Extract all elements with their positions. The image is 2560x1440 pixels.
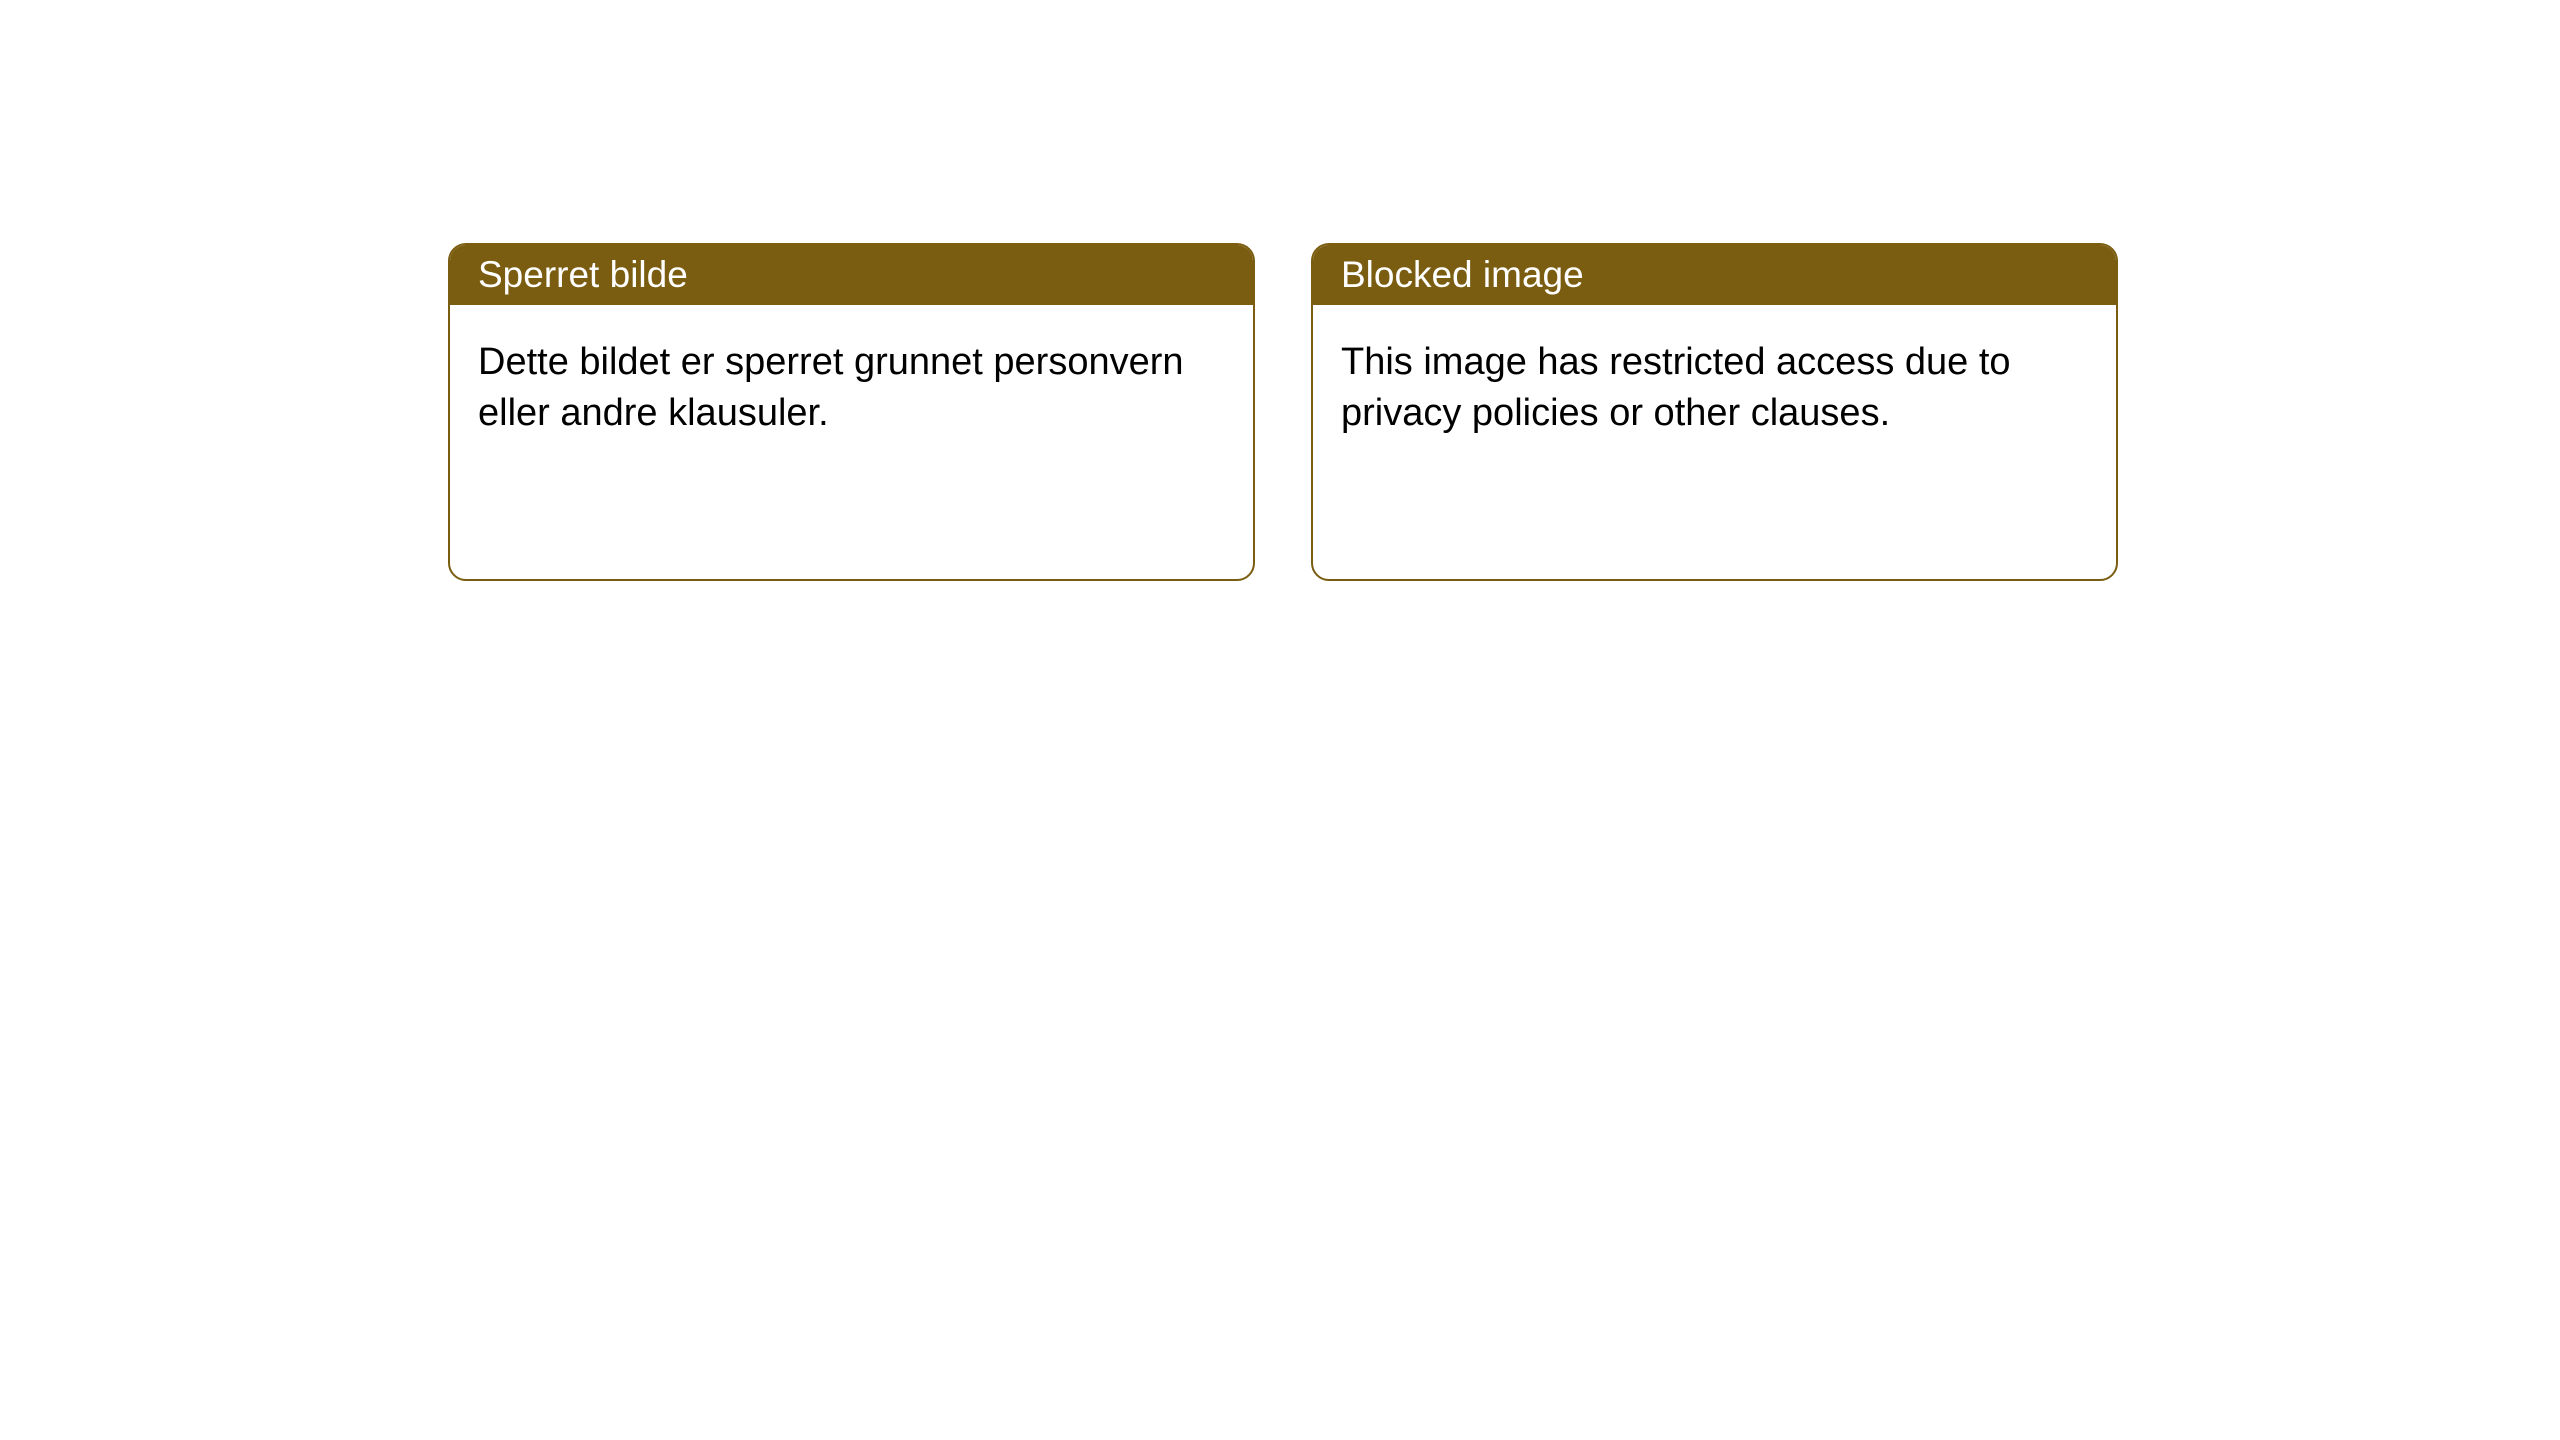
notice-body: This image has restricted access due to … <box>1313 305 2116 472</box>
notice-container: Sperret bilde Dette bildet er sperret gr… <box>0 0 2560 581</box>
notice-card-english: Blocked image This image has restricted … <box>1311 243 2118 581</box>
notice-header: Sperret bilde <box>450 245 1253 305</box>
notice-header: Blocked image <box>1313 245 2116 305</box>
notice-body: Dette bildet er sperret grunnet personve… <box>450 305 1253 472</box>
notice-card-norwegian: Sperret bilde Dette bildet er sperret gr… <box>448 243 1255 581</box>
